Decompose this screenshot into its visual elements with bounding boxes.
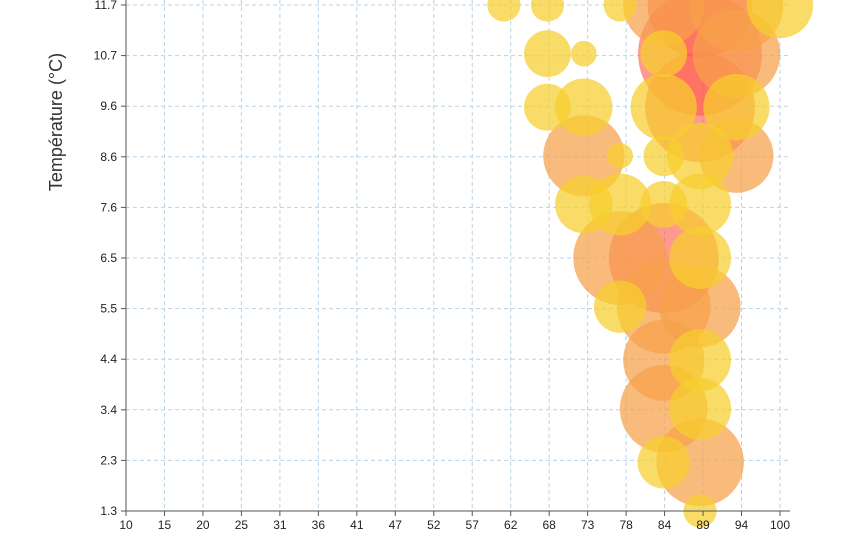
axes [121,0,790,516]
x-tick-label: 15 [158,518,172,532]
bubble-point[interactable] [692,9,781,98]
y-tick-label: 9.6 [100,99,117,113]
bubble-point[interactable] [669,377,732,440]
bubble-point[interactable] [669,227,732,289]
bubble-point[interactable] [524,83,571,131]
x-tick-label: 68 [542,518,556,532]
x-tick-label: 89 [696,518,710,532]
x-tick-label: 52 [427,518,441,532]
bubble-point[interactable] [746,0,814,39]
bubble-point[interactable] [669,329,732,392]
bubble-point[interactable] [669,173,732,236]
x-tick-label: 62 [504,518,518,532]
y-axis-title: Température (°C) [46,53,66,191]
x-tick-label: 10 [119,518,133,532]
y-tick-label: 2.3 [100,453,117,467]
y-tick-label: 8.6 [100,150,117,164]
y-tick-label: 3.4 [100,403,117,417]
x-tick-label: 73 [581,518,595,532]
x-tick-label: 36 [312,518,326,532]
bubble-point[interactable] [487,0,521,22]
bubble-point[interactable] [630,74,697,141]
y-tick-label: 11.7 [95,0,118,12]
y-tick-label: 5.5 [100,302,117,316]
x-tick-labels: 10 15 20 25 31 36 41 47 52 57 62 68 73 78 84 89 94 100 [119,518,790,532]
x-tick-label: 84 [658,518,672,532]
bubble-point[interactable] [640,30,688,78]
x-tick-label: 25 [235,518,249,532]
bubble-point[interactable] [530,0,565,22]
y-tick-label: 7.6 [100,200,117,214]
x-tick-label: 100 [770,518,790,532]
y-tick-label: 4.4 [100,352,117,366]
x-tick-label: 78 [619,518,633,532]
bubble-point[interactable] [703,74,770,141]
x-tick-label: 31 [273,518,287,532]
bubble-point[interactable] [607,142,633,169]
bubble-point[interactable] [623,0,705,46]
bubble-point[interactable] [603,0,637,22]
x-tick-label: 20 [196,518,210,532]
y-tick-label: 1.3 [100,504,117,518]
bubble-point[interactable] [524,30,571,78]
x-tick-label: 41 [350,518,364,532]
bubble-point[interactable] [570,40,597,67]
x-tick-label: 47 [389,518,403,532]
bubble-point[interactable] [593,280,647,333]
x-tick-label: 94 [735,518,749,532]
bubble-point[interactable] [643,135,685,177]
y-tick-label: 6.5 [100,251,117,265]
y-tick-label: 10.7 [94,49,118,63]
bubble-point[interactable] [637,436,690,489]
bubble-layer [487,0,814,528]
x-tick-label: 57 [466,518,480,532]
bubble-point[interactable] [555,175,613,234]
bubble-point[interactable] [656,418,744,507]
bubble-point[interactable] [666,122,734,189]
bubble-point[interactable] [555,78,613,136]
bubble-point[interactable] [640,181,688,228]
bubble-point[interactable] [543,115,625,197]
y-tick-labels: 1.3 2.3 3.4 4.4 5.5 6.5 7.6 8.6 9.6 10.7 11.7 [94,0,118,518]
